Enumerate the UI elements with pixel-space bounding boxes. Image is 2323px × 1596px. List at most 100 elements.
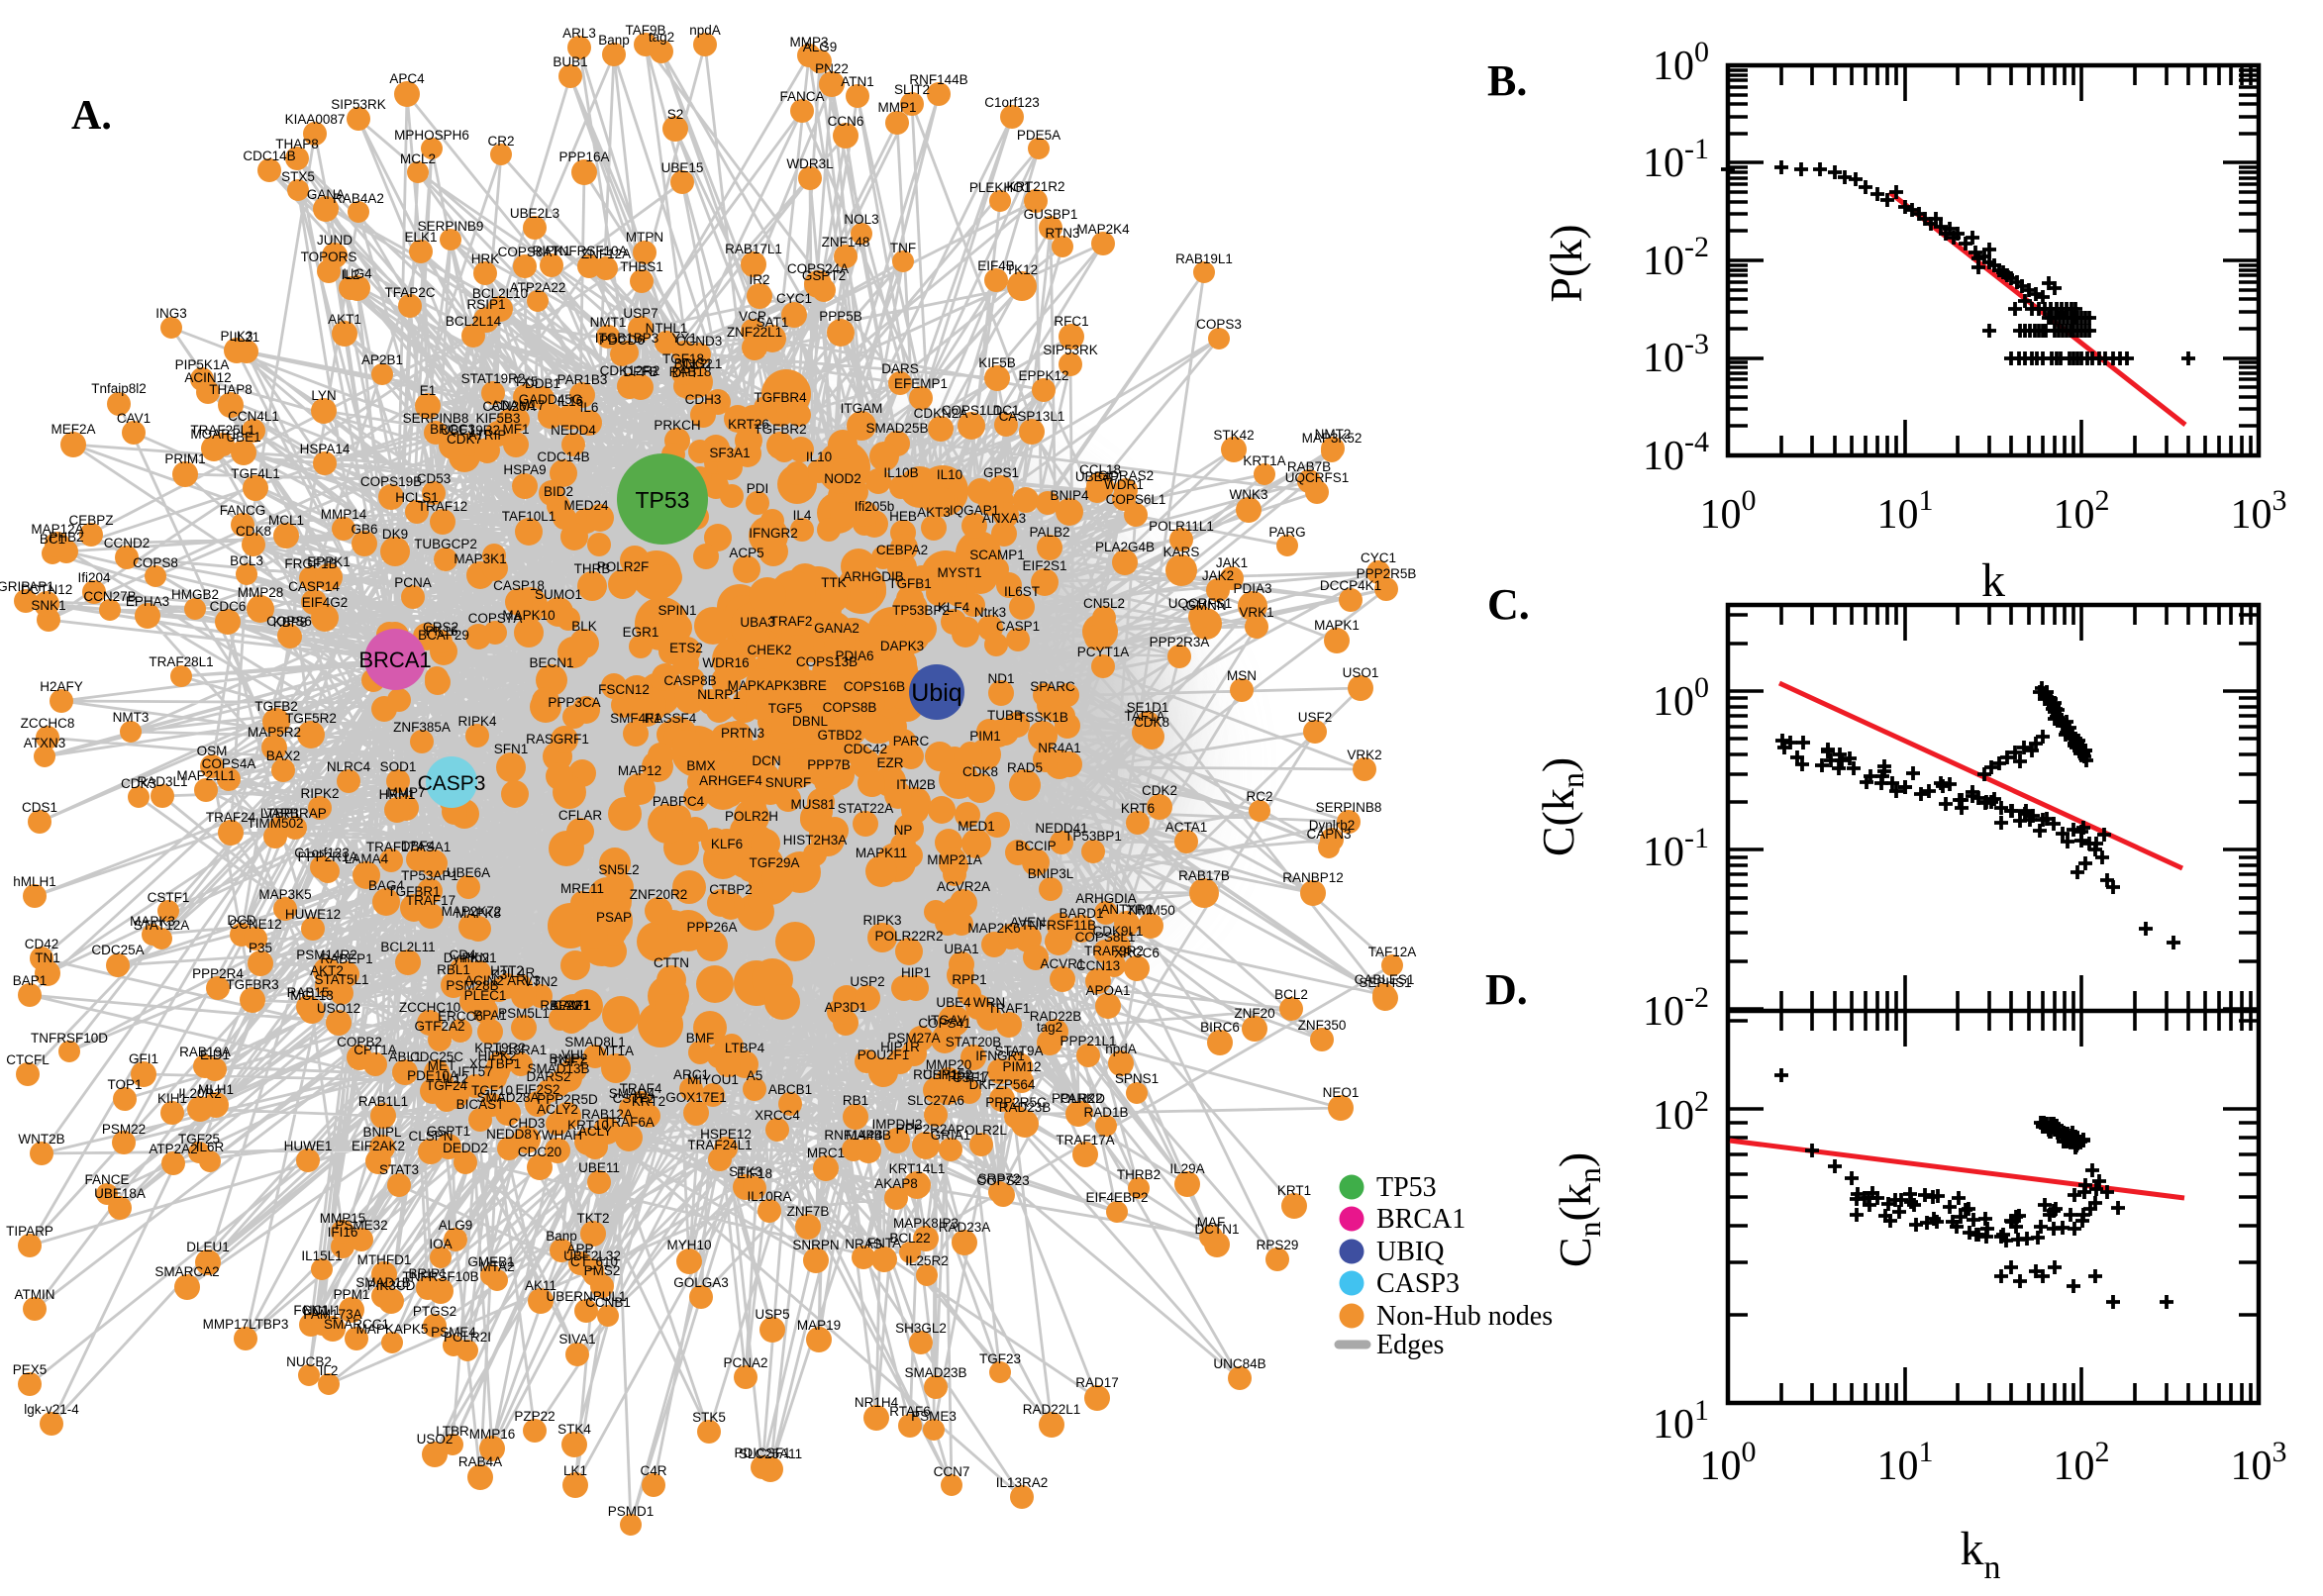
svg-text:BCL2: BCL2 <box>1274 987 1308 1002</box>
svg-text:TAF10L1: TAF10L1 <box>502 509 556 524</box>
svg-text:HUWE12: HUWE12 <box>285 907 341 922</box>
svg-text:DFFB: DFFB <box>623 364 657 379</box>
svg-text:TN1: TN1 <box>35 950 60 965</box>
svg-text:FCN1: FCN1 <box>293 1303 328 1318</box>
svg-text:PPP2R3A: PPP2R3A <box>1150 635 1210 649</box>
svg-text:TKT2: TKT2 <box>576 1211 609 1226</box>
svg-text:MAP2K4: MAP2K4 <box>1076 222 1130 237</box>
svg-text:GTBD2: GTBD2 <box>817 728 861 743</box>
svg-text:STAT22A: STAT22A <box>838 801 894 816</box>
svg-text:KRT10: KRT10 <box>567 1118 609 1133</box>
svg-text:SPARC: SPARC <box>1030 679 1075 694</box>
svg-text:BRE: BRE <box>799 678 827 693</box>
svg-text:PCNA2: PCNA2 <box>723 1355 767 1370</box>
svg-text:MMP21A: MMP21A <box>927 852 982 867</box>
svg-text:ATRIP: ATRIP <box>468 428 507 443</box>
svg-text:SF3A1: SF3A1 <box>709 446 750 460</box>
svg-text:VARBRAP: VARBRAP <box>263 806 327 821</box>
svg-text:E1: E1 <box>420 383 437 398</box>
svg-text:KLF6: KLF6 <box>711 837 743 851</box>
svg-text:COPS8: COPS8 <box>133 555 178 570</box>
svg-text:Banp: Banp <box>598 33 630 48</box>
svg-text:CCN7: CCN7 <box>934 1464 970 1479</box>
svg-text:CR2: CR2 <box>487 134 514 149</box>
svg-text:TRAF24L1: TRAF24L1 <box>687 1138 752 1152</box>
svg-text:PPP3CA: PPP3CA <box>548 695 600 710</box>
svg-text:PPP2R1A: PPP2R1A <box>298 849 358 864</box>
svg-text:KRT9R2: KRT9R2 <box>474 1041 526 1055</box>
svg-text:STAT12A: STAT12A <box>134 918 190 933</box>
svg-text:PSM28B: PSM28B <box>446 978 498 993</box>
svg-text:RAB17B: RAB17B <box>1178 868 1230 883</box>
svg-text:BRCA1: BRCA1 <box>358 648 431 672</box>
svg-text:K3: K3 <box>491 967 508 982</box>
svg-text:BCCIP: BCCIP <box>1015 839 1056 853</box>
svg-text:PDI: PDI <box>747 481 769 496</box>
svg-text:RANBP12: RANBP12 <box>1282 870 1344 885</box>
svg-text:PSME32: PSME32 <box>335 1218 387 1233</box>
svg-text:PPP2R5B: PPP2R5B <box>1357 566 1417 581</box>
svg-text:MAP12A: MAP12A <box>31 522 83 537</box>
svg-text:SH3GL2: SH3GL2 <box>895 1321 947 1336</box>
svg-text:ALG9: ALG9 <box>803 40 838 54</box>
svg-text:RAB4A2: RAB4A2 <box>333 191 384 206</box>
svg-text:COPS23: COPS23 <box>976 1173 1029 1188</box>
svg-text:ZCCHC8: ZCCHC8 <box>21 716 75 731</box>
svg-text:WDR3L: WDR3L <box>786 156 834 171</box>
svg-text:CTBP2: CTBP2 <box>709 882 753 897</box>
svg-text:DK9: DK9 <box>382 527 408 542</box>
svg-text:ZNF22L1: ZNF22L1 <box>727 325 782 340</box>
svg-text:PDIA6: PDIA6 <box>835 648 873 663</box>
svg-text:BUB1: BUB1 <box>553 54 587 69</box>
svg-text:IFNGR1: IFNGR1 <box>975 1048 1025 1063</box>
svg-text:HRH1: HRH1 <box>379 787 416 802</box>
svg-text:IFT57: IFT57 <box>457 1064 492 1079</box>
svg-text:TAF9B: TAF9B <box>625 23 665 38</box>
svg-text:SLIT2: SLIT2 <box>894 82 930 97</box>
svg-text:Ubiq: Ubiq <box>911 679 961 707</box>
svg-text:KIF5B3: KIF5B3 <box>475 411 520 426</box>
svg-text:XCTBP1: XCTBP1 <box>469 1056 522 1071</box>
svg-text:npdA: npdA <box>1105 1042 1137 1056</box>
svg-text:UBE1: UBE1 <box>226 430 260 445</box>
svg-text:SMAD25B: SMAD25B <box>865 421 928 436</box>
svg-text:GB6: GB6 <box>351 522 377 537</box>
svg-text:TIMM50: TIMM50 <box>1126 903 1175 918</box>
svg-text:CAM1: CAM1 <box>553 998 590 1013</box>
svg-text:STAT9A: STAT9A <box>994 1044 1043 1058</box>
svg-text:PMS2: PMS2 <box>584 1263 621 1278</box>
svg-text:SMAD4: SMAD4 <box>609 1086 656 1101</box>
svg-text:EIF4EBP2: EIF4EBP2 <box>1085 1190 1148 1205</box>
svg-text:TGF5: TGF5 <box>768 701 803 716</box>
svg-text:KBP8: KBP8 <box>273 615 308 630</box>
svg-text:MTA2: MTA2 <box>479 1259 514 1274</box>
svg-text:MAP5R2: MAP5R2 <box>248 725 301 740</box>
svg-text:PDE5A: PDE5A <box>1017 128 1060 143</box>
svg-text:CSF1: CSF1 <box>953 1070 987 1085</box>
svg-text:MMP1: MMP1 <box>877 100 916 115</box>
svg-text:USP5: USP5 <box>755 1307 789 1322</box>
svg-text:RAB17L1: RAB17L1 <box>725 242 782 256</box>
svg-text:USO12: USO12 <box>317 1001 360 1016</box>
svg-text:PTGS2: PTGS2 <box>413 1304 456 1319</box>
svg-text:MAPK3: MAPK3 <box>130 914 175 929</box>
svg-text:MMP14: MMP14 <box>321 507 367 522</box>
svg-text:RBL22: RBL22 <box>540 998 580 1013</box>
svg-text:MAP19: MAP19 <box>797 1318 841 1333</box>
svg-text:CCN6: CCN6 <box>828 114 864 129</box>
svg-text:HSPA9: HSPA9 <box>503 462 546 477</box>
svg-text:TRAF9R2: TRAF9R2 <box>1084 944 1144 958</box>
svg-text:MAP2K72: MAP2K72 <box>442 904 502 919</box>
svg-text:EID1: EID1 <box>200 1047 230 1062</box>
svg-text:MCL2: MCL2 <box>400 151 436 166</box>
svg-text:DCN: DCN <box>752 753 780 768</box>
svg-text:KRT26: KRT26 <box>728 417 769 432</box>
svg-text:SFN1: SFN1 <box>494 742 529 756</box>
svg-text:Banp: Banp <box>546 1229 577 1244</box>
svg-text:HSPE12: HSPE12 <box>700 1127 752 1142</box>
svg-text:TP53BP2: TP53BP2 <box>892 603 950 618</box>
svg-text:GMNN: GMNN <box>1185 598 1226 613</box>
svg-text:SMAD23B: SMAD23B <box>904 1365 966 1380</box>
svg-text:TUBB: TUBB <box>987 708 1023 723</box>
svg-text:BCL2L14: BCL2L14 <box>446 314 502 329</box>
